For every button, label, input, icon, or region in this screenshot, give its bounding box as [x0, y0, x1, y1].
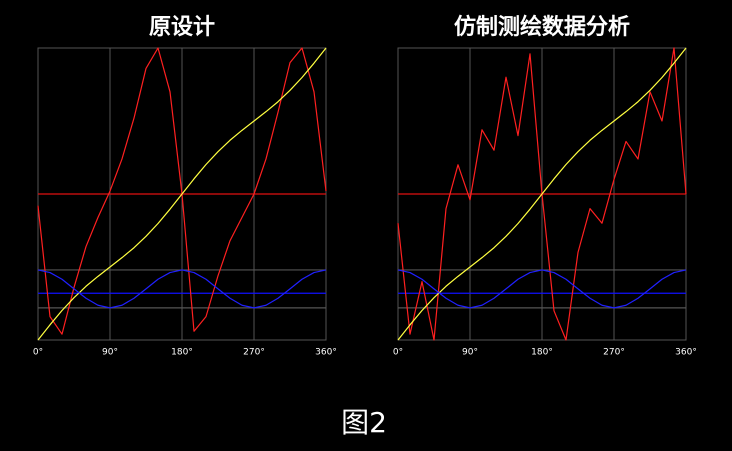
x-tick-label: 90° [462, 348, 478, 358]
x-tick-label: 90° [102, 348, 118, 358]
chart-title: 原设计 [149, 15, 215, 40]
x-tick-label: 0° [33, 348, 43, 358]
chart-title: 仿制测绘数据分析 [454, 14, 630, 40]
caption: 图2 [341, 406, 387, 439]
curve [37, 269, 327, 309]
x-tick-label: 180° [531, 348, 553, 358]
curve [397, 47, 687, 341]
x-tick-label: 0° [393, 348, 403, 358]
x-tick-label: 270° [243, 348, 265, 358]
x-tick-label: 180° [171, 348, 193, 358]
x-tick-label: 270° [603, 348, 625, 358]
curve [397, 269, 687, 309]
curve [37, 47, 327, 341]
x-tick-label: 360° [675, 348, 697, 358]
x-tick-label: 360° [315, 348, 337, 358]
